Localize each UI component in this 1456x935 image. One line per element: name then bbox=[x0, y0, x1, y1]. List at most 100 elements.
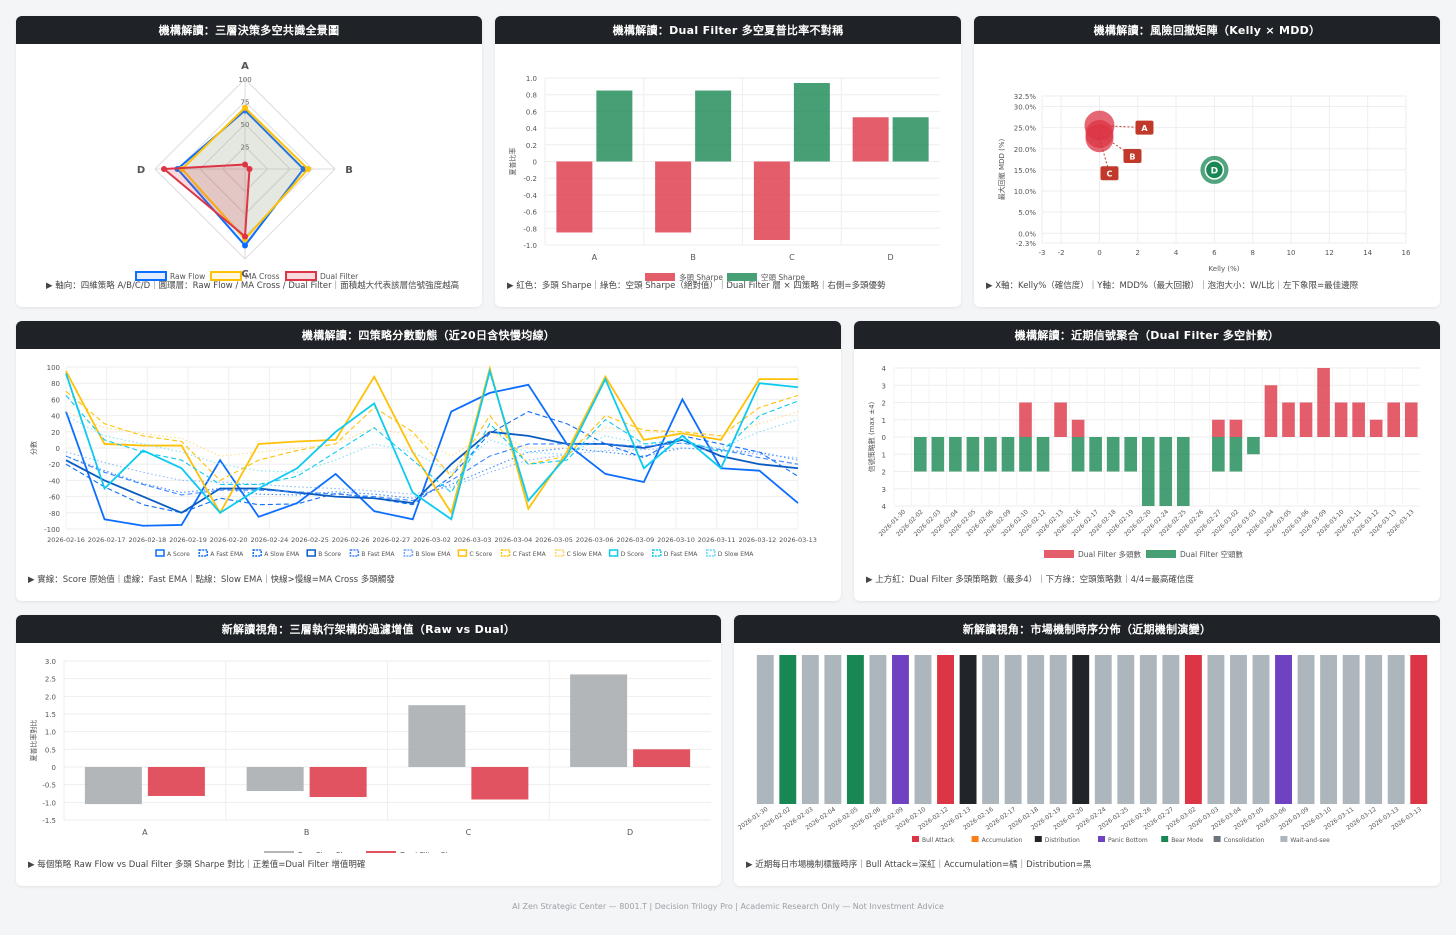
sharpe-bar bbox=[556, 161, 593, 233]
trend-ytick-label: -100 bbox=[44, 526, 60, 534]
trend-ytick-label: 0 bbox=[56, 445, 60, 453]
trend-xtick-label: 2026-03-10 bbox=[657, 536, 695, 544]
trend-line-a-score bbox=[65, 383, 799, 527]
signals-bull-bar bbox=[1352, 402, 1365, 437]
regime-legend-label: Panic Bottom bbox=[1108, 837, 1148, 844]
signals-bear-bar bbox=[949, 437, 962, 472]
regime-bar bbox=[937, 655, 954, 804]
radar-card: 機構解讀：三層決策多空共識全景圖 255075100ABCDRaw FlowMA… bbox=[16, 16, 482, 307]
regime-bar bbox=[1207, 655, 1225, 804]
filter-bar bbox=[570, 674, 628, 767]
trend-note: ▶ 實線：Score 原始值｜虛線：Fast EMA｜點線：Slow EMA｜快… bbox=[28, 575, 395, 585]
radar-legend-swatch bbox=[135, 271, 167, 281]
kelly-ytick-label: 15.0% bbox=[1014, 167, 1037, 175]
signals-bull-bar bbox=[1019, 402, 1032, 437]
signals-bull-bar bbox=[1404, 402, 1418, 437]
trend-legend-swatch bbox=[457, 549, 468, 557]
sharpe-category-label: C bbox=[789, 253, 795, 262]
regime-bar bbox=[756, 655, 774, 804]
regime-bar bbox=[1162, 655, 1180, 804]
trend-legend-label: C Slow EMA bbox=[567, 551, 603, 558]
kelly-ytick-label: 32.5% bbox=[1014, 93, 1037, 101]
sharpe-ylabel: 夏普比率 bbox=[508, 148, 517, 176]
trend-legend-swatch bbox=[500, 549, 511, 557]
sharpe-tick-label: 1.0 bbox=[526, 75, 537, 83]
regime-bar bbox=[1094, 655, 1112, 804]
trend-card: 機構解讀：四策略分數動態（近20日含快慢均線） 100 80 60 40 20 0 -20 -… bbox=[16, 321, 841, 601]
filter-tick-label: 2.5 bbox=[45, 676, 56, 684]
trend-legend-swatch bbox=[198, 549, 208, 557]
trend-legend-swatch bbox=[155, 549, 165, 557]
signals-bull-bar bbox=[1317, 368, 1330, 437]
kelly-xtick-label: 14 bbox=[1363, 249, 1372, 257]
filter-tick-label: 0.5 bbox=[45, 746, 56, 754]
radar-point bbox=[161, 166, 167, 172]
sharpe-tick-label: -0.4 bbox=[523, 192, 537, 200]
trend-legend-label: B Score bbox=[318, 551, 341, 558]
kelly-xtick-label: -2 bbox=[1058, 249, 1065, 257]
radar-legend-swatch bbox=[210, 271, 242, 281]
radar-axis-label: A bbox=[241, 61, 249, 72]
filter-bar bbox=[147, 767, 205, 796]
kelly-note: ▶ X軸：Kelly%（確信度）｜Y軸：MDD%（最大回撤）｜泡泡大小：W/L比… bbox=[986, 281, 1359, 291]
signals-legend-swatch bbox=[1146, 550, 1176, 558]
regime-legend-swatch bbox=[1034, 836, 1042, 842]
filter-bar bbox=[309, 767, 367, 798]
regime-bar bbox=[1117, 655, 1135, 804]
trend-xtick-label: 2026-02-18 bbox=[128, 536, 166, 544]
kelly-xtick-label: -3 bbox=[1039, 249, 1046, 257]
radar-point bbox=[242, 233, 248, 240]
signals-bull-bar bbox=[1334, 402, 1348, 437]
filter-legend-swatch bbox=[264, 851, 294, 853]
signals-bear-bar bbox=[1106, 437, 1120, 472]
signals-bear-bar bbox=[1176, 437, 1190, 506]
signals-bull-bar bbox=[1282, 402, 1295, 437]
kelly-xlabel: Kelly (%) bbox=[1209, 265, 1240, 273]
trend-legend-label: A Score bbox=[167, 551, 190, 558]
sharpe-legend-swatch bbox=[645, 273, 675, 281]
filter-tick-label: -0.5 bbox=[42, 782, 56, 790]
trend-ytick-label: 80 bbox=[51, 380, 60, 388]
trend-xtick-label: 2026-03-13 bbox=[779, 536, 817, 544]
kelly-xtick-label: 12 bbox=[1325, 249, 1334, 257]
signals-legend-swatch bbox=[1044, 550, 1074, 558]
signals-ytick-label: 4 bbox=[882, 503, 887, 511]
regime-bar bbox=[1320, 655, 1338, 804]
regime-bar bbox=[779, 655, 797, 804]
regime-bar bbox=[914, 655, 932, 804]
kelly-chart: 32.5% 30.0% 25.0% 20.0% 15.0% 10.0% 5.0% 0.0% -2… bbox=[997, 93, 1411, 273]
radar-point bbox=[300, 166, 307, 172]
signals-ytick-label: 2 bbox=[882, 400, 886, 408]
regime-bar bbox=[982, 655, 1000, 804]
radar-point bbox=[242, 161, 248, 168]
signals-title: 機構解讀：近期信號聚合（Dual Filter 多空計數） bbox=[854, 321, 1440, 349]
filter-card: 新解讀視角：三層執行架構的過濾增值（Raw vs Dual） 3.0 2.5 2.0… bbox=[16, 615, 721, 886]
kelly-ytick-label: -2.3% bbox=[1016, 240, 1037, 248]
trend-xtick-label: 2026-03-02 bbox=[413, 536, 451, 544]
trend-legend-swatch bbox=[403, 549, 414, 557]
regime-legend-swatch bbox=[912, 836, 919, 842]
kelly-tag bbox=[1100, 166, 1119, 181]
trend-legend-swatch bbox=[608, 549, 619, 557]
trend-ylabel: 分數 bbox=[29, 441, 38, 455]
trend-xtick-label: 2026-03-12 bbox=[738, 536, 776, 544]
filter-bar bbox=[246, 767, 304, 792]
trend-ytick-label: 40 bbox=[51, 413, 60, 421]
trend-line-d-slow-ema bbox=[65, 415, 799, 473]
kelly-tag bbox=[1135, 120, 1154, 135]
regime-bar bbox=[824, 655, 842, 804]
regime-bar bbox=[892, 655, 909, 804]
signals-note: ▶ 上方紅：Dual Filter 多頭策略數（最多4）｜下方綠：空頭策略數｜4… bbox=[866, 575, 1194, 585]
trend-legend-swatch bbox=[306, 549, 316, 557]
trend-ytick-label: 60 bbox=[51, 396, 60, 404]
sharpe-tick-label: -0.8 bbox=[523, 225, 537, 233]
regime-bar bbox=[1230, 655, 1247, 804]
regime-note: ▶ 近期每日市場機制標籤時序｜Bull Attack=深紅｜Accumulati… bbox=[746, 860, 1092, 870]
filter-tick-label: 3.0 bbox=[45, 658, 56, 666]
filter-tick-label: 1.5 bbox=[45, 711, 56, 719]
trend-legend-label: B Slow EMA bbox=[415, 551, 451, 558]
signals-bull-bar bbox=[1054, 402, 1067, 437]
filter-bar bbox=[408, 705, 466, 767]
signals-bear-bar bbox=[1212, 437, 1225, 472]
